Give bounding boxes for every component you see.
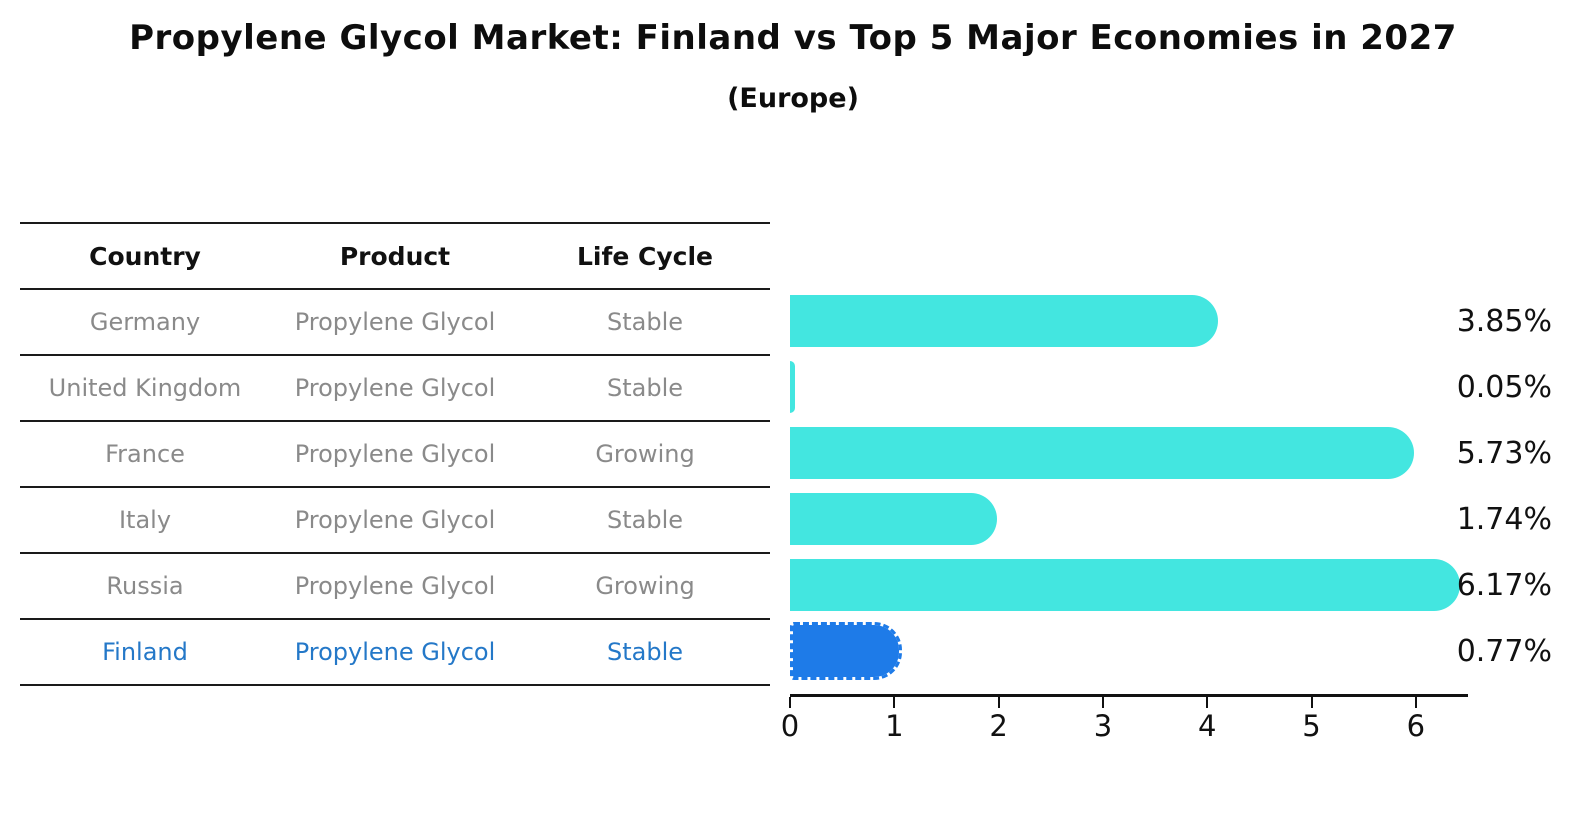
x-axis-line	[790, 694, 1468, 697]
header-product: Product	[339, 241, 451, 271]
x-tick-mark-4	[1206, 697, 1209, 708]
cell-life-cycle: Stable	[606, 374, 684, 402]
bar-germany	[790, 295, 1218, 347]
table-row-italy: Italy Propylene Glycol Stable	[20, 486, 770, 552]
bar-finland	[790, 622, 903, 680]
bars-container: 3.85% 0.05% 5.73% 1.74% 6.17% 0.77%	[790, 288, 1586, 684]
header-country: Country	[89, 241, 201, 271]
x-tick-label-4: 4	[1197, 709, 1217, 743]
x-tick-mark-2	[997, 697, 1000, 708]
cell-life-cycle: Stable	[606, 506, 684, 534]
value-label-united-kingdom: 0.05%	[1456, 369, 1552, 405]
value-label-italy: 1.74%	[1456, 501, 1552, 537]
x-tick-label-6: 6	[1406, 709, 1426, 743]
cell-product: Propylene Glycol	[294, 308, 496, 336]
bar-row-germany: 3.85%	[790, 288, 1586, 354]
table-header-row: Country Product Life Cycle	[20, 222, 770, 288]
bar-row-finland: 0.77%	[790, 618, 1586, 684]
table-row-finland: Finland Propylene Glycol Stable	[20, 618, 770, 686]
chart-subtitle: (Europe)	[727, 83, 859, 114]
value-label-germany: 3.85%	[1456, 303, 1552, 339]
x-tick-label-1: 1	[885, 709, 904, 743]
cell-country: Finland	[102, 638, 188, 666]
table-row-united-kingdom: United Kingdom Propylene Glycol Stable	[20, 354, 770, 420]
cell-country: United Kingdom	[48, 374, 242, 402]
x-tick-label-3: 3	[1093, 709, 1113, 743]
table-row-germany: Germany Propylene Glycol Stable	[20, 288, 770, 354]
cell-product: Propylene Glycol	[294, 638, 496, 666]
cell-country: Italy	[118, 506, 172, 534]
header-life-cycle: Life Cycle	[576, 241, 714, 271]
cell-life-cycle: Stable	[606, 308, 684, 336]
value-label-finland: 0.77%	[1456, 633, 1552, 669]
x-tick-mark-6	[1414, 697, 1417, 708]
table-row-russia: Russia Propylene Glycol Growing	[20, 552, 770, 618]
cell-product: Propylene Glycol	[294, 572, 496, 600]
cell-life-cycle: Growing	[595, 572, 695, 600]
x-tick-mark-0	[789, 697, 791, 708]
bar-plot: 3.85% 0.05% 5.73% 1.74% 6.17% 0.77% 0 1 2 3 4 5 6	[781, 288, 1586, 743]
cell-life-cycle: Stable	[606, 638, 684, 666]
table-row-france: France Propylene Glycol Growing	[20, 420, 770, 486]
cell-country: Russia	[106, 572, 184, 600]
bar-italy	[790, 493, 998, 545]
cell-life-cycle: Growing	[595, 440, 695, 468]
country-table: Country Product Life Cycle Germany Propyl…	[20, 222, 770, 686]
value-label-france: 5.73%	[1456, 435, 1552, 471]
x-tick-label-2: 2	[989, 709, 1008, 743]
cell-product: Propylene Glycol	[294, 506, 496, 534]
x-tick-label-5: 5	[1302, 709, 1321, 743]
bar-united-kingdom	[790, 361, 796, 413]
bar-row-france: 5.73%	[790, 420, 1586, 486]
bar-russia	[790, 559, 1460, 611]
x-tick-mark-3	[1101, 697, 1104, 708]
x-tick-mark-5	[1310, 697, 1313, 708]
bar-row-russia: 6.17%	[790, 552, 1586, 618]
x-tick-label-0: 0	[780, 709, 800, 743]
table-body: Germany Propylene Glycol Stable United King…	[20, 288, 770, 686]
cell-product: Propylene Glycol	[294, 374, 496, 402]
cell-country: France	[105, 440, 185, 468]
cell-product: Propylene Glycol	[294, 440, 496, 468]
bar-row-united-kingdom: 0.05%	[790, 354, 1586, 420]
cell-country: Germany	[89, 308, 201, 336]
value-label-russia: 6.17%	[1456, 567, 1552, 603]
bar-row-italy: 1.74%	[790, 486, 1586, 552]
bar-france	[790, 427, 1414, 479]
x-tick-mark-1	[893, 697, 896, 708]
chart-title: Propylene Glycol Market: Finland vs Top …	[129, 18, 1457, 58]
